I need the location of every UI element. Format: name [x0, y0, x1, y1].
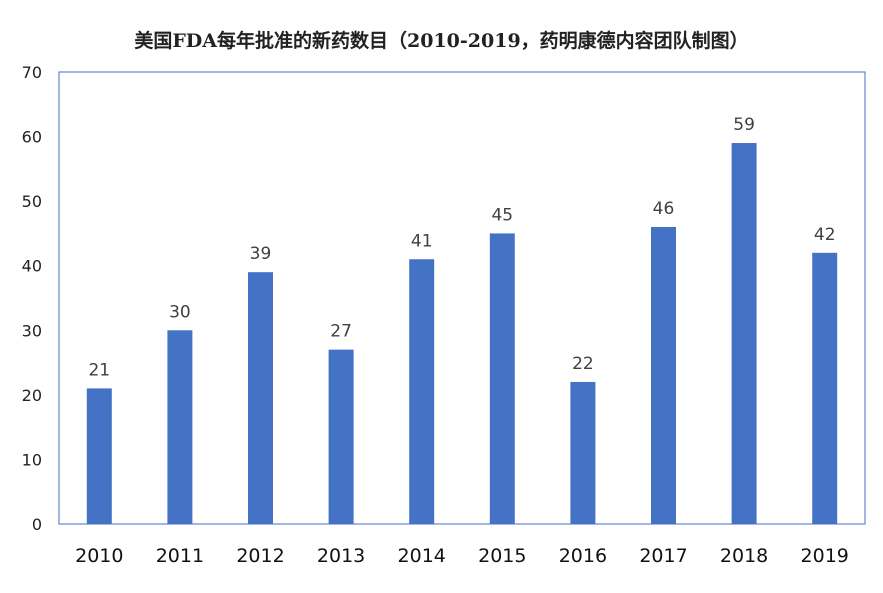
- data-label-2010: 21: [88, 360, 110, 380]
- data-label-2013: 27: [330, 322, 352, 342]
- bar-2015: [489, 233, 515, 524]
- x-tick-label-2010: 2010: [75, 545, 123, 567]
- bars-group: [86, 143, 838, 525]
- y-tick-label: 30: [22, 321, 42, 340]
- plot-frame: [58, 71, 866, 525]
- x-tick-label-2011: 2011: [156, 545, 204, 567]
- x-axis-labels: 2010 2011 2012 2013 2014 2015 2016 2017 2018 2019: [75, 545, 849, 567]
- x-tick-label-2013: 2013: [317, 545, 365, 567]
- y-tick-label: 70: [22, 63, 42, 82]
- data-labels-group: 21 30 39 27 41 45 22 46 59 42: [88, 115, 835, 380]
- bar-2013: [328, 349, 354, 524]
- y-tick-label: 40: [22, 257, 42, 276]
- x-tick-label-2018: 2018: [720, 545, 768, 567]
- bar-2010: [86, 388, 112, 524]
- bar-2012: [248, 272, 273, 524]
- bar-2017: [651, 226, 676, 524]
- chart-title: 美国FDA每年批准的新药数目（2010-2019，药明康德内容团队制图）: [134, 30, 749, 52]
- bar-2011: [167, 330, 193, 524]
- data-label-2012: 39: [250, 244, 272, 264]
- bar-2016: [570, 381, 596, 524]
- y-tick-label: 20: [22, 386, 42, 405]
- data-label-2011: 30: [169, 302, 191, 322]
- y-tick-label: 50: [22, 192, 42, 211]
- data-label-2015: 45: [491, 205, 513, 225]
- x-tick-label-2014: 2014: [398, 545, 446, 567]
- x-tick-label-2012: 2012: [236, 545, 284, 567]
- x-tick-label-2019: 2019: [801, 545, 849, 567]
- x-tick-label-2015: 2015: [478, 545, 526, 567]
- data-label-2016: 22: [572, 354, 594, 374]
- bar-2018: [731, 143, 757, 524]
- bar-2014: [409, 259, 435, 524]
- x-tick-label-2016: 2016: [559, 545, 607, 567]
- y-tick-label: 60: [22, 128, 42, 147]
- data-label-2017: 46: [653, 199, 675, 219]
- data-label-2018: 59: [733, 115, 755, 135]
- data-label-2014: 41: [411, 231, 433, 251]
- bar-2019: [812, 252, 838, 525]
- x-tick-label-2017: 2017: [639, 545, 687, 567]
- y-tick-label: 10: [22, 450, 42, 469]
- y-tick-label: 0: [32, 515, 42, 534]
- y-axis-ticks: 0 10 20 30 40 50 60 70: [22, 63, 42, 534]
- data-label-2019: 42: [814, 225, 836, 245]
